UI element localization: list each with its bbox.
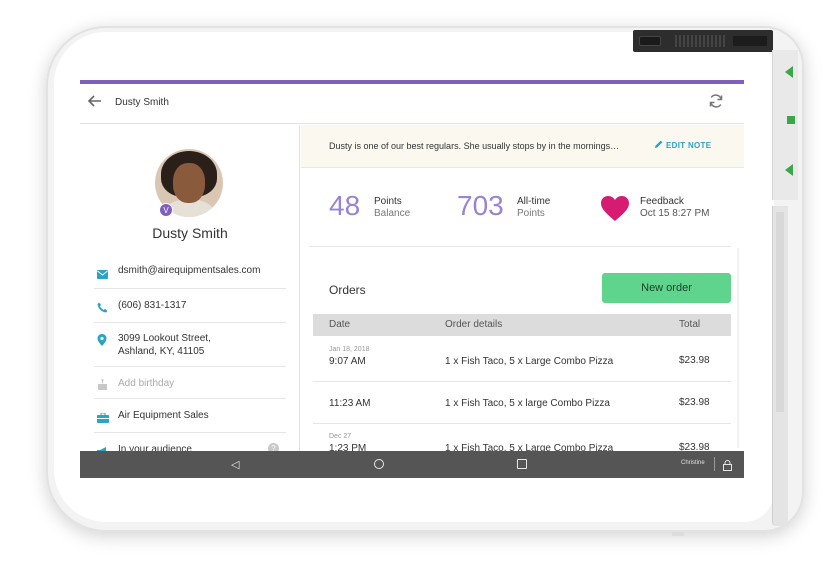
back-arrow-icon[interactable]	[87, 94, 104, 112]
speaker-grill	[675, 35, 727, 47]
loyalty-badge: V	[159, 203, 173, 217]
customer-profile-panel: V Dusty Smith dsmith@airequipmentsales.c…	[80, 125, 300, 457]
email-text: dsmith@airequipmentsales.com	[118, 265, 261, 276]
screen: Dusty Smith V Dusty Smith dsmith@airequi…	[80, 80, 744, 478]
scrollbar[interactable]	[737, 248, 739, 448]
phone-icon	[97, 300, 109, 313]
order-total: $23.98	[679, 442, 710, 453]
heart-icon	[601, 196, 629, 222]
address-line-1: 3099 Lookout Street,	[118, 333, 211, 344]
column-order-details: Order details	[445, 319, 503, 330]
alltime-points-sub: Points	[517, 208, 545, 219]
add-birthday-field: Add birthday	[118, 378, 175, 389]
app-bar: Dusty Smith	[80, 84, 744, 124]
column-date: Date	[329, 319, 351, 330]
edit-note-button[interactable]: EDIT NOTE	[655, 140, 711, 150]
sensor-slot	[733, 36, 767, 46]
page-title: Dusty Smith	[115, 97, 169, 108]
status-accent-bar	[80, 80, 744, 84]
alltime-points-label: All-time	[517, 196, 551, 207]
briefcase-icon	[97, 410, 109, 423]
order-date: Dec 27	[329, 433, 352, 440]
order-row[interactable]: Dec 27 1:23 PM 1 x Fish Taco, 5 x Large …	[313, 424, 731, 464]
side-indicator-bottom	[785, 164, 793, 176]
audience-text: In your audience	[118, 444, 192, 455]
side-indicator-middle	[787, 116, 795, 124]
avatar-face	[173, 163, 205, 203]
note-text: Dusty is one of our best regulars. She u…	[329, 141, 620, 151]
divider	[714, 457, 715, 471]
order-date: Jan 18, 2018	[329, 346, 370, 353]
phone-text: (606) 831-1317	[118, 300, 187, 311]
points-balance-value: 48	[329, 190, 361, 221]
order-total: $23.98	[679, 397, 710, 408]
nav-home-icon[interactable]	[374, 459, 384, 469]
nav-back-icon[interactable]: ◁	[231, 459, 240, 471]
order-details: 1 x Fish Taco, 5 x Large Combo Pizza	[445, 356, 614, 367]
customer-name: Dusty Smith	[152, 225, 228, 241]
location-pin-icon	[97, 333, 109, 346]
order-row[interactable]: Jan 18, 2018 9:07 AM 1 x Fish Taco, 5 x …	[313, 336, 731, 382]
edit-note-label: EDIT NOTE	[666, 141, 712, 150]
order-details: 1 x Fish Taco, 5 x Large Combo Pizza	[445, 443, 614, 454]
address-line-2: Ashland, KY, 41105	[118, 346, 205, 357]
order-row[interactable]: 11:23 AM 1 x Fish Taco, 5 x large Combo …	[313, 382, 731, 424]
column-total: Total	[679, 319, 701, 330]
order-details: 1 x Fish Taco, 5 x large Combo Pizza	[445, 398, 610, 409]
orders-heading: Orders	[329, 283, 366, 297]
help-icon[interactable]: ?	[268, 443, 279, 454]
side-indicator-top	[785, 66, 793, 78]
lock-icon[interactable]	[723, 458, 733, 471]
email-row[interactable]: dsmith@airequipmentsales.com	[94, 259, 286, 289]
points-balance-sub: Balance	[374, 208, 411, 219]
alltime-points-value: 703	[457, 190, 504, 221]
order-time: 9:07 AM	[329, 356, 366, 367]
phone-row[interactable]: (606) 831-1317	[94, 289, 286, 323]
order-time: 1:23 PM	[329, 443, 367, 454]
order-total: $23.98	[679, 355, 710, 366]
company-row[interactable]: Air Equipment Sales	[94, 399, 286, 433]
system-nav-bar: ◁ Christine	[80, 451, 744, 478]
nav-recents-icon[interactable]	[517, 459, 527, 469]
points-balance-label: Points	[374, 196, 402, 207]
loyalty-stats: 48 Points Balance 703 All-time Points Fe…	[301, 168, 744, 248]
pencil-icon	[655, 140, 663, 150]
email-icon	[97, 266, 109, 279]
orders-table-header: Date Order details Total	[313, 314, 731, 336]
camera-bar	[633, 30, 773, 52]
feedback-date: Oct 15 8:27 PM	[640, 208, 710, 219]
feedback-label[interactable]: Feedback	[640, 196, 684, 207]
customer-note: Dusty is one of our best regulars. She u…	[301, 125, 744, 168]
camera-lens	[639, 36, 661, 46]
refresh-icon[interactable]	[708, 93, 726, 111]
cake-icon	[97, 377, 109, 390]
order-time: 11:23 AM	[329, 398, 371, 409]
current-user[interactable]: Christine	[681, 460, 705, 466]
avatar-body	[163, 199, 215, 217]
birthday-row[interactable]: Add birthday	[94, 367, 286, 399]
new-order-button[interactable]: New order	[602, 273, 731, 303]
bottom-port	[672, 532, 684, 536]
card-slot-inner	[776, 212, 784, 412]
company-text: Air Equipment Sales	[118, 410, 209, 421]
address-row[interactable]: 3099 Lookout Street, Ashland, KY, 41105	[94, 323, 286, 367]
divider	[309, 246, 731, 247]
